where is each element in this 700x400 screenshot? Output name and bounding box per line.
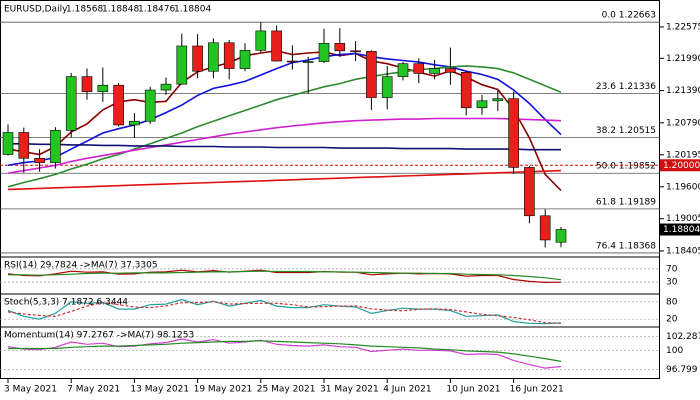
- fib-label: 61.8 1.19189: [596, 197, 656, 207]
- candle-body: [81, 76, 93, 92]
- indicator-line: [8, 270, 562, 281]
- candle-body: [334, 42, 346, 52]
- x-tick-label: 16 Jun 2021: [510, 385, 564, 395]
- candle-body: [539, 215, 551, 241]
- y-tick-label: 1.21390: [666, 86, 700, 96]
- candle-body: [176, 45, 188, 85]
- fib-label: 38.2 1.20515: [596, 126, 656, 136]
- candle-body: [160, 83, 172, 91]
- indicator-line: [7, 269, 562, 284]
- y-tick-label: 96.799: [666, 365, 698, 375]
- level-label: 1.20000: [663, 161, 700, 171]
- y-tick-label: 1.19005: [666, 214, 700, 224]
- x-tick-label: 25 May 2021: [257, 385, 316, 395]
- candle-body: [508, 98, 519, 168]
- x-tick-label: 3 May 2021: [4, 385, 57, 395]
- y-tick-label: 102.2876: [666, 332, 700, 342]
- candle-body: [350, 50, 361, 53]
- ohlc-value: 1.18804: [174, 5, 211, 15]
- candle-body: [129, 120, 140, 126]
- y-tick-label: 100: [666, 346, 683, 356]
- y-tick-label: 30: [666, 278, 678, 288]
- y-tick-label: 1.18405: [666, 246, 700, 256]
- candle-body: [239, 49, 251, 69]
- candle-body: [413, 63, 425, 74]
- moving-average: [7, 169, 562, 191]
- candle-body: [208, 42, 219, 72]
- x-tick-label: 31 May 2021: [320, 385, 379, 395]
- price-label: 1.18804: [663, 225, 700, 235]
- y-tick-label: 1.19600: [666, 182, 700, 192]
- candle-body: [144, 89, 156, 122]
- x-tick-label: 4 Jun 2021: [383, 385, 431, 395]
- x-tick-label: 13 May 2021: [130, 385, 189, 395]
- candle-body: [381, 76, 393, 98]
- candle-body: [50, 130, 61, 163]
- candle-body: [397, 63, 409, 77]
- ohlc-value: 1.18476: [138, 5, 175, 15]
- moving-average: [7, 117, 562, 175]
- candle-body: [97, 84, 109, 92]
- level-label-box: [660, 159, 700, 172]
- candle-body: [302, 61, 314, 63]
- moving-average: [7, 52, 562, 167]
- panel-title: Stoch(5,3,3) 7.1872 6.3444: [4, 298, 128, 308]
- plot-frame: [0, 0, 660, 379]
- moving-average: [7, 65, 562, 188]
- candle-body: [492, 98, 504, 102]
- moving-average: [7, 49, 562, 192]
- candle-body: [460, 72, 472, 109]
- candle-body: [113, 84, 124, 126]
- indicator-line: [7, 298, 562, 325]
- y-tick-label: 70: [666, 264, 678, 274]
- ohlc-value: 1.18568: [66, 5, 103, 15]
- y-tick-label: 1.21990: [666, 54, 700, 64]
- y-tick-label: 80: [666, 297, 678, 307]
- fib-label: 0.0 1.22663: [602, 11, 656, 21]
- candle-body: [429, 68, 440, 74]
- candle-body: [366, 51, 377, 98]
- candle-body: [2, 132, 14, 155]
- panel-title: RSI(14) 29.7824 ->MA(7) 37.3305: [4, 261, 158, 271]
- candle-body: [65, 76, 77, 131]
- candle-body: [34, 157, 45, 163]
- fib-label: 50.0 1.19852: [596, 162, 656, 172]
- indicator-line: [7, 338, 562, 369]
- candle-body: [555, 229, 567, 243]
- candle-body: [476, 100, 488, 109]
- x-tick-label: 19 May 2021: [194, 385, 253, 395]
- fib-label: 76.4 1.18368: [596, 241, 656, 251]
- candle-body: [255, 30, 267, 51]
- candle-body: [223, 42, 235, 69]
- y-tick-label: 1.20790: [666, 118, 700, 128]
- candle-body: [271, 30, 282, 62]
- price-label-box: [660, 223, 700, 236]
- x-tick-label: 7 May 2021: [67, 385, 120, 395]
- indicator-line: [8, 340, 562, 362]
- candle-body: [318, 42, 330, 62]
- ohlc-value: 1.18848: [102, 5, 139, 15]
- y-tick-label: 1.20195: [666, 150, 700, 160]
- x-tick-label: 10 Jun 2021: [446, 385, 500, 395]
- candle-body: [18, 132, 30, 159]
- panel-title: Momentum(14) 97.2767 ->MA(7) 98.1253: [4, 331, 194, 341]
- fib-label: 23.6 1.21336: [596, 82, 656, 92]
- y-tick-label: 20: [666, 315, 678, 325]
- chart-title: EURUSD,Daily: [4, 5, 68, 15]
- candle-body: [287, 60, 298, 63]
- moving-average: [8, 143, 561, 151]
- candle-body: [445, 68, 456, 73]
- y-tick-label: 1.22575: [666, 22, 700, 32]
- candle-body: [192, 45, 203, 72]
- candle-body: [524, 167, 535, 217]
